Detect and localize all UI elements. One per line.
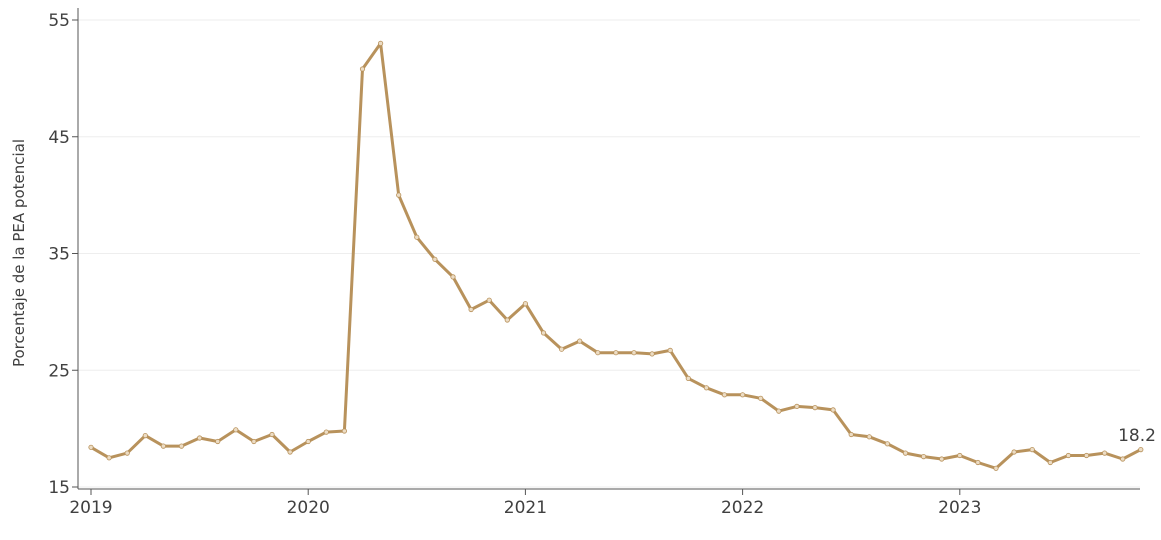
x-axis: 2019 2020 2021 2022 2023: [69, 488, 1140, 518]
data-point-2019-12: [287, 449, 293, 455]
data-point-2022-03: [776, 408, 782, 414]
data-point-2022-08: [866, 434, 872, 440]
data-point-2023-03: [993, 465, 999, 471]
data-point-2020-08: [432, 256, 438, 262]
data-point-2021-02: [540, 330, 547, 336]
grid-lines: [78, 19, 1140, 488]
end-value-label: 18.2: [1118, 426, 1156, 446]
data-point-2022-05: [812, 404, 818, 411]
data-point-2020-03: [341, 428, 347, 434]
x-tick-label-2019: 2019: [69, 498, 112, 518]
data-point-2019-05: [160, 443, 166, 449]
data-point-2020-06: [396, 192, 402, 198]
x-tick-label-2021: 2021: [504, 498, 547, 518]
data-point-2019-02: [106, 455, 112, 461]
data-point-2021-05: [595, 350, 601, 356]
data-point-2022-10: [902, 450, 909, 456]
data-point-2019-04: [142, 432, 148, 439]
data-point-2020-12: [504, 317, 510, 323]
data-point-2023-06: [1047, 459, 1053, 466]
y-axis-title: Porcentaje de la PEA potencial: [10, 139, 28, 367]
y-axis: 15 25 35 45 55: [48, 8, 79, 498]
data-point-2020-01: [305, 438, 311, 445]
x-tick-label-2020: 2020: [287, 498, 330, 518]
data-point-2019-07: [197, 435, 203, 441]
data-point-2023-04: [1011, 449, 1017, 455]
data-point-2020-11: [486, 297, 492, 303]
data-point-2022-09: [884, 441, 891, 447]
x-tick-label-2022: 2022: [721, 498, 764, 518]
data-point-2023-09: [1102, 450, 1108, 456]
data-point-2022-11: [920, 453, 927, 460]
data-point-2021-09: [667, 347, 673, 353]
data-point-2023-01: [957, 452, 963, 459]
data-point-2022-07: [848, 431, 854, 438]
data-point-2020-10: [468, 306, 474, 313]
data-point-2022-02: [758, 395, 764, 401]
series-line-group: [88, 40, 1144, 471]
data-point-2019-03: [124, 450, 130, 456]
data-point-2019-01: [88, 444, 94, 450]
data-point-2020-09: [450, 274, 456, 280]
data-point-2023-10: [1120, 456, 1126, 462]
series-line-0: [89, 41, 1143, 470]
data-point-2019-10: [251, 438, 257, 445]
data-point-2021-10: [685, 375, 691, 381]
data-point-2023-02: [975, 459, 981, 466]
data-point-2023-08: [1083, 452, 1090, 459]
data-point-2019-06: [178, 443, 185, 449]
data-point-2022-04: [794, 403, 800, 409]
y-tick-label-55: 55: [48, 11, 70, 31]
data-point-2020-04: [359, 66, 366, 72]
data-point-2020-07: [414, 234, 420, 240]
data-point-2020-05: [377, 40, 384, 47]
y-tick-label-45: 45: [48, 128, 70, 148]
data-point-2019-11: [269, 431, 275, 438]
data-point-2021-08: [649, 351, 655, 357]
data-point-2020-02: [323, 429, 329, 435]
data-point-2021-03: [558, 346, 565, 352]
data-point-2019-08: [215, 438, 221, 445]
data-point-2021-06: [613, 350, 619, 356]
data-point-2021-12: [721, 392, 728, 398]
data-point-2019-09: [233, 427, 239, 433]
data-point-2021-07: [631, 350, 637, 356]
x-tick-label-2023: 2023: [938, 498, 981, 518]
data-point-2022-01: [739, 392, 746, 398]
data-point-2021-01: [522, 301, 529, 307]
data-point-2023-05: [1029, 446, 1035, 453]
y-tick-label-25: 25: [48, 361, 70, 381]
data-point-2021-11: [703, 385, 710, 391]
data-point-2023-07: [1065, 452, 1072, 459]
data-point-2023-11: [1138, 446, 1144, 453]
data-point-2022-06: [830, 407, 836, 413]
y-tick-label-15: 15: [48, 478, 70, 498]
y-tick-label-35: 35: [48, 245, 70, 265]
data-point-2022-12: [939, 456, 945, 462]
data-point-2021-04: [577, 338, 583, 344]
